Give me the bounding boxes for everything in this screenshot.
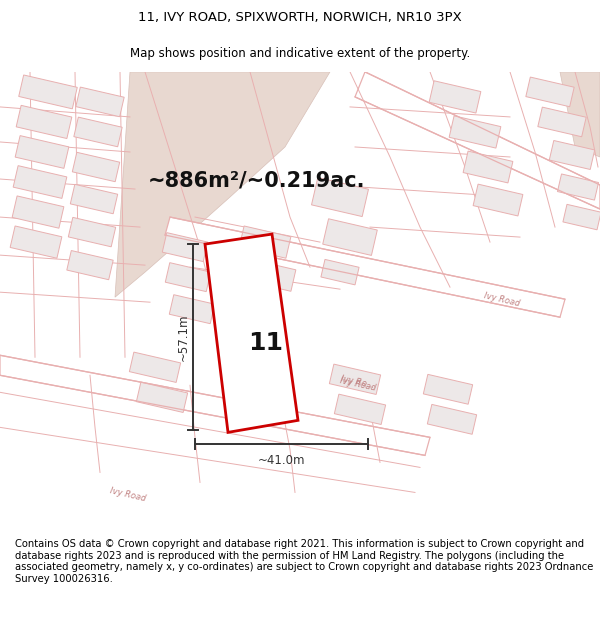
Polygon shape [68,217,116,247]
Text: Contains OS data © Crown copyright and database right 2021. This information is : Contains OS data © Crown copyright and d… [15,539,593,584]
Polygon shape [239,226,291,258]
Polygon shape [323,219,377,256]
Polygon shape [73,152,119,182]
Polygon shape [67,251,113,280]
Polygon shape [136,382,188,412]
Text: ~57.1m: ~57.1m [176,314,190,361]
Polygon shape [321,259,359,285]
Polygon shape [165,217,565,318]
Polygon shape [169,295,215,324]
Polygon shape [115,72,330,297]
Polygon shape [424,374,473,404]
Polygon shape [235,383,289,416]
Polygon shape [463,151,513,183]
Polygon shape [526,77,574,107]
Polygon shape [355,72,600,209]
Polygon shape [0,355,430,456]
Polygon shape [70,184,118,214]
Text: Map shows position and indicative extent of the property.: Map shows position and indicative extent… [130,48,470,61]
Polygon shape [12,196,64,228]
Polygon shape [538,107,586,137]
Polygon shape [16,106,72,139]
Polygon shape [10,226,62,258]
Polygon shape [427,404,476,434]
Text: ~886m²/~0.219ac.: ~886m²/~0.219ac. [148,170,365,190]
Polygon shape [165,262,211,292]
Polygon shape [334,394,386,424]
Text: Ivy Road: Ivy Road [339,376,377,392]
Polygon shape [13,166,67,198]
Polygon shape [244,259,296,291]
Polygon shape [15,136,69,168]
Polygon shape [228,351,282,384]
Polygon shape [560,72,600,157]
Text: 11, IVY ROAD, SPIXWORTH, NORWICH, NR10 3PX: 11, IVY ROAD, SPIXWORTH, NORWICH, NR10 3… [138,11,462,24]
Polygon shape [76,87,124,117]
Polygon shape [311,177,368,216]
Text: Ivy Ro...: Ivy Ro... [340,374,376,390]
Polygon shape [449,116,501,148]
Polygon shape [130,352,181,382]
Polygon shape [563,204,600,230]
Text: ~41.0m: ~41.0m [258,454,305,468]
Text: 11: 11 [248,331,283,355]
Text: Ivy Road: Ivy Road [109,486,147,503]
Polygon shape [162,232,208,262]
Polygon shape [549,141,595,169]
Polygon shape [473,184,523,216]
Polygon shape [74,117,122,147]
Polygon shape [19,75,77,109]
Text: Ivy Road: Ivy Road [483,292,521,309]
Polygon shape [429,81,481,113]
Polygon shape [557,174,599,200]
Polygon shape [205,234,298,432]
Polygon shape [329,364,380,394]
